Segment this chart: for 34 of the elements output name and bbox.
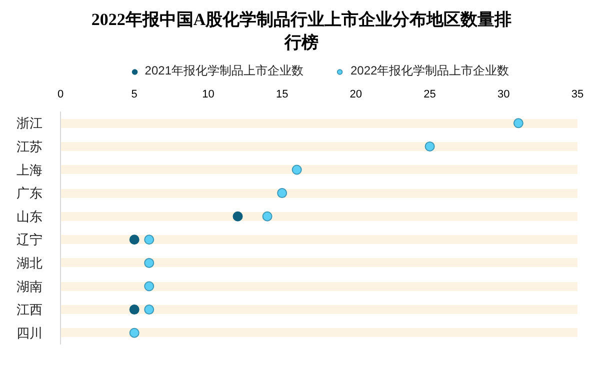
point xyxy=(129,304,140,315)
y-tick-label: 江苏 xyxy=(16,138,42,154)
x-tick-label: 25 xyxy=(424,88,436,100)
point xyxy=(513,118,524,128)
legend-label: 2022年报化学制品上市企业数 xyxy=(350,62,510,80)
y-tick-label: 上海 xyxy=(16,162,42,178)
x-tick-label: 35 xyxy=(571,88,584,100)
point xyxy=(277,188,288,198)
point xyxy=(144,234,154,245)
x-tick-label: 5 xyxy=(131,88,138,100)
x-tick-label: 10 xyxy=(202,88,214,100)
point xyxy=(129,328,140,338)
y-tick-label: 湖南 xyxy=(16,278,42,294)
point xyxy=(144,258,154,268)
x-tick-label: 15 xyxy=(276,88,288,100)
y-tick-label: 湖北 xyxy=(16,255,42,270)
chart-title: 2022年报中国A股化学制品行业上市企业分布地区数量排行榜 xyxy=(90,9,513,54)
point xyxy=(144,281,154,292)
y-tick-label: 江西 xyxy=(16,302,42,318)
x-tick-label: 30 xyxy=(498,88,510,100)
point xyxy=(424,141,435,152)
point xyxy=(144,304,154,315)
point xyxy=(262,211,272,222)
y-tick-label: 广东 xyxy=(16,186,42,201)
point xyxy=(292,164,302,175)
x-tick-label: 20 xyxy=(350,88,362,100)
point xyxy=(232,211,243,222)
y-tick-label: 浙江 xyxy=(16,116,42,131)
y-tick-label: 辽宁 xyxy=(16,232,42,248)
point xyxy=(129,234,140,245)
y-tick-label: 四川 xyxy=(16,325,42,340)
y-tick-label: 山东 xyxy=(16,208,42,224)
x-tick-label: 0 xyxy=(57,88,64,100)
legend-label: 2021年报化学制品上市企业数 xyxy=(144,62,304,80)
